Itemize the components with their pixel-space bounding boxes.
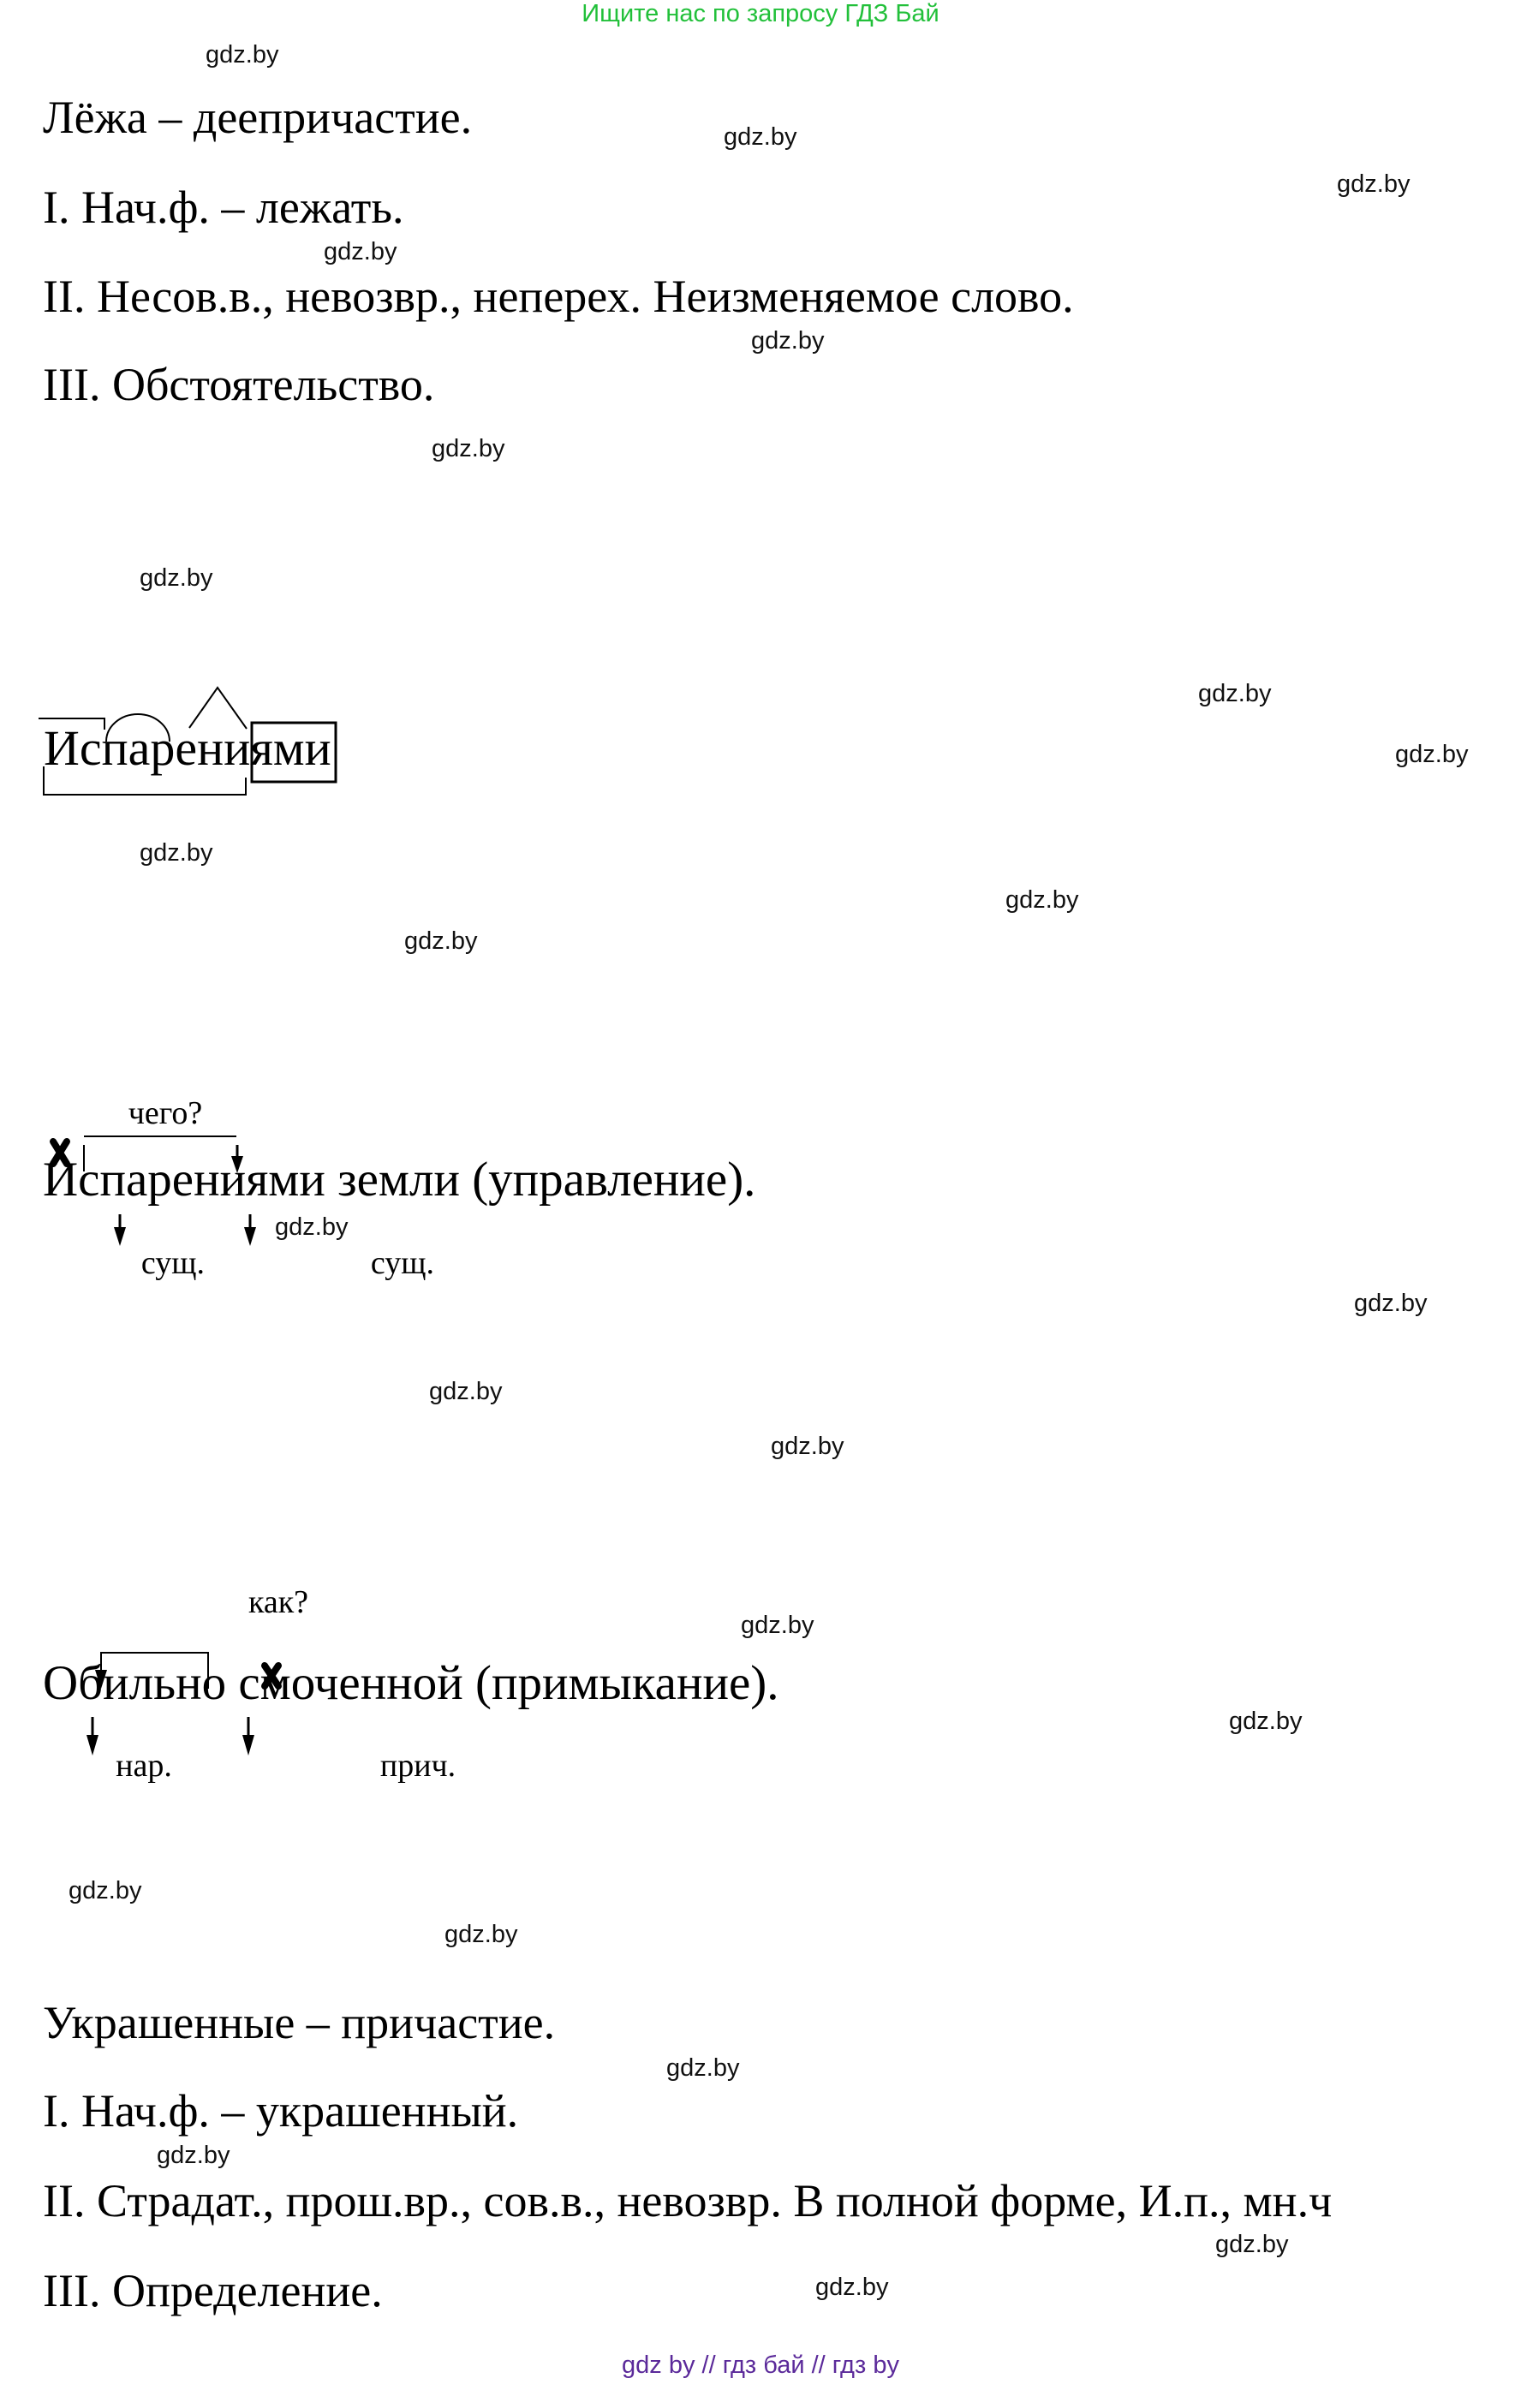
watermark[interactable]: gdz.by bbox=[404, 927, 478, 955]
watermark[interactable]: gdz.by bbox=[724, 123, 797, 151]
watermark[interactable]: gdz.by bbox=[1395, 741, 1469, 768]
top-banner[interactable]: Ищите нас по запросу ГДЗ Бай bbox=[582, 0, 939, 27]
watermark[interactable]: gdz.by bbox=[140, 564, 213, 592]
watermark[interactable]: gdz.by bbox=[69, 1877, 142, 1904]
arrow-down-icon bbox=[242, 1717, 254, 1755]
watermark[interactable]: gdz.by bbox=[1215, 2231, 1289, 2258]
watermark[interactable]: gdz.by bbox=[1337, 170, 1411, 198]
part-of-speech-label: сущ. bbox=[370, 1245, 435, 1281]
arrow-down-icon bbox=[86, 1717, 98, 1755]
part-of-speech-label: сущ. bbox=[140, 1245, 206, 1281]
arrow-down-icon bbox=[244, 1214, 256, 1246]
watermark[interactable]: gdz.by bbox=[741, 1612, 814, 1639]
text-line: I. Нач.ф. – украшенный. bbox=[43, 2085, 519, 2137]
watermark[interactable]: gdz.by bbox=[1229, 1708, 1303, 1735]
stem-bracket-icon bbox=[43, 766, 247, 796]
watermark[interactable]: gdz.by bbox=[815, 2274, 889, 2301]
text-line: III. Определение. bbox=[43, 2265, 383, 2316]
cross-main-word-icon bbox=[261, 1662, 282, 1690]
watermark[interactable]: gdz.by bbox=[666, 2054, 740, 2082]
watermark[interactable]: gdz.by bbox=[324, 238, 397, 265]
watermark[interactable]: gdz.by bbox=[275, 1213, 349, 1241]
watermark[interactable]: gdz.by bbox=[432, 435, 505, 462]
text-line: I. Нач.ф. – лежать. bbox=[43, 182, 404, 233]
part-of-speech-label: прич. bbox=[379, 1748, 456, 1784]
arrow-down-icon bbox=[95, 1670, 107, 1689]
phrase-sentence: Испарениями земли (управление). bbox=[43, 1153, 756, 1207]
arrow-down-icon bbox=[231, 1145, 243, 1173]
text-line: III. Обстоятельство. bbox=[43, 359, 435, 410]
question-label: чего? bbox=[128, 1095, 203, 1131]
text-line: II. Несов.в., невозвр., неперех. Неизмен… bbox=[43, 271, 1074, 322]
dependency-line bbox=[100, 1652, 209, 1689]
suffix-caret-icon bbox=[188, 686, 248, 730]
watermark[interactable]: gdz.by bbox=[157, 2142, 230, 2169]
ending-box-icon bbox=[250, 721, 337, 784]
watermark[interactable]: gdz.by bbox=[1198, 680, 1272, 707]
text-line: Лёжа – деепричастие. bbox=[43, 92, 473, 143]
morpheme-word: Испарениями bbox=[44, 720, 331, 776]
root-arc-icon bbox=[105, 713, 170, 742]
part-of-speech-label: нар. bbox=[116, 1748, 172, 1784]
watermark[interactable]: gdz.by bbox=[140, 839, 213, 867]
phrase-sentence: Обильно смоченной (примыкание). bbox=[43, 1656, 779, 1710]
text-line: II. Страдат., прош.вр., сов.в., невозвр.… bbox=[43, 2175, 1333, 2226]
watermark[interactable]: gdz.by bbox=[771, 1433, 844, 1460]
watermark[interactable]: gdz.by bbox=[1354, 1290, 1428, 1317]
text-line: Украшенные – причастие. bbox=[43, 1997, 556, 2048]
prefix-mark-icon bbox=[39, 718, 105, 730]
watermark[interactable]: gdz.by bbox=[444, 1921, 518, 1948]
watermark[interactable]: gdz.by bbox=[751, 327, 825, 355]
watermark[interactable]: gdz.by bbox=[1005, 886, 1079, 914]
question-label: как? bbox=[248, 1584, 309, 1620]
cross-main-word-icon bbox=[50, 1138, 70, 1167]
arrow-down-icon bbox=[114, 1214, 126, 1246]
footer-links[interactable]: gdz by // гдз бай // гдз by bbox=[622, 2351, 899, 2379]
watermark[interactable]: gdz.by bbox=[206, 41, 279, 69]
watermark[interactable]: gdz.by bbox=[429, 1378, 503, 1405]
